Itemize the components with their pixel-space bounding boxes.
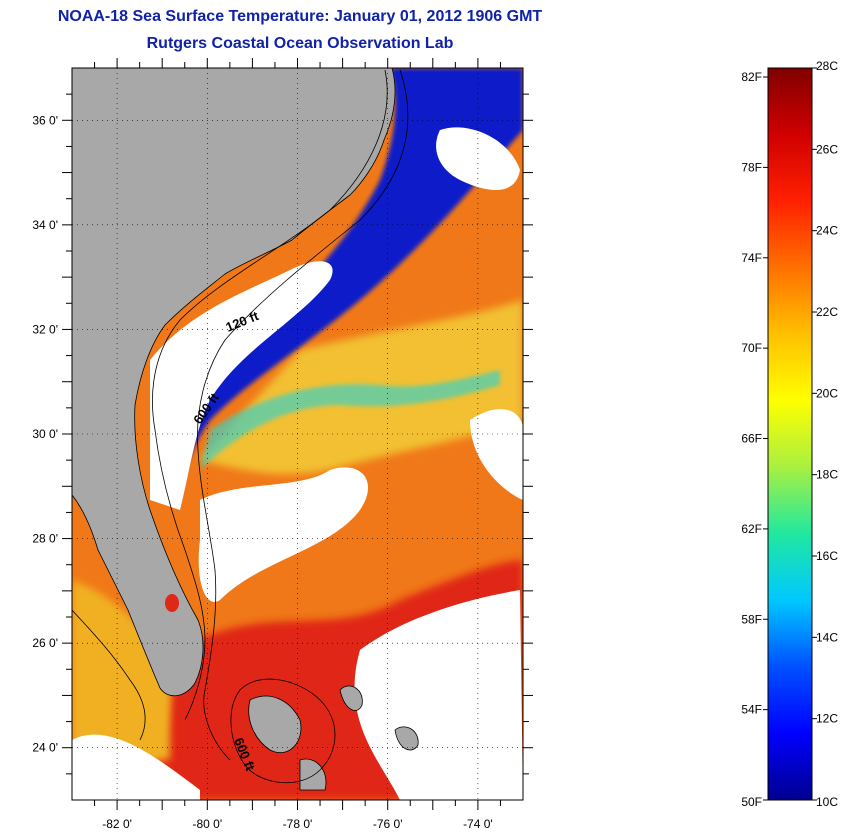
lat-tick-label: 24 0' xyxy=(32,741,58,755)
island xyxy=(299,758,327,791)
colorbar-celsius-label: 26C xyxy=(816,142,838,156)
colorbar-fahrenheit-label: 78F xyxy=(741,160,762,174)
lon-tick-label: -78 0' xyxy=(283,817,313,831)
colorbar-celsius-label: 16C xyxy=(816,549,838,563)
depth-contour-gulf xyxy=(72,609,146,741)
lon-tick-label: -76 0' xyxy=(373,817,403,831)
cloud-cover xyxy=(72,734,200,800)
depth-contour-120ft xyxy=(152,69,388,721)
lat-tick-label: 26 0' xyxy=(32,636,58,650)
colorbar-fahrenheit-label: 50F xyxy=(741,795,762,809)
longitude-labels: -82 0' -80 0' -78 0' -76 0' -74 0' xyxy=(102,817,492,831)
lat-tick-label: 36 0' xyxy=(32,113,58,127)
map-title: NOAA-18 Sea Surface Temperature: January… xyxy=(57,8,543,25)
colorbar-celsius-label: 20C xyxy=(816,386,838,400)
axis-ticks xyxy=(62,58,533,810)
lon-tick-label: -74 0' xyxy=(463,817,493,831)
colorbar-celsius-label: 14C xyxy=(816,630,838,644)
colorbar xyxy=(767,67,813,801)
cloud-cover xyxy=(470,409,523,500)
island xyxy=(394,726,419,751)
colorbar-celsius-labels: 28C 26C 24C 22C 20C 18C 16C 14C 12C 10C xyxy=(812,59,838,809)
colorbar-fahrenheit-label: 66F xyxy=(741,432,762,446)
cloud-cover xyxy=(198,467,369,602)
island xyxy=(339,685,363,711)
colorbar-fahrenheit-label: 82F xyxy=(741,70,762,84)
colorbar-celsius-label: 24C xyxy=(816,224,838,238)
colorbar-celsius-label: 18C xyxy=(816,468,838,482)
thermal-front xyxy=(200,370,500,470)
lon-tick-label: -82 0' xyxy=(102,817,132,831)
depth-contour-600ft xyxy=(197,69,409,761)
latitude-labels: 24 0' 26 0' 28 0' 30 0' 32 0' 34 0' 36 0' xyxy=(32,113,58,754)
lat-tick-label: 34 0' xyxy=(32,218,58,232)
lat-tick-label: 32 0' xyxy=(32,322,58,336)
colorbar-celsius-label: 28C xyxy=(816,59,838,73)
colorbar-fahrenheit-label: 70F xyxy=(741,341,762,355)
lat-tick-label: 28 0' xyxy=(32,532,58,546)
colorbar-fahrenheit-label: 54F xyxy=(741,703,762,717)
graticule xyxy=(72,68,523,800)
colorbar-fahrenheit-label: 58F xyxy=(741,612,762,626)
colorbar-celsius-label: 12C xyxy=(816,712,838,726)
lon-tick-label: -80 0' xyxy=(192,817,222,831)
lat-tick-label: 30 0' xyxy=(32,427,58,441)
cloud-cover xyxy=(150,261,333,510)
lake-okeechobee xyxy=(165,594,179,612)
colorbar-celsius-label: 10C xyxy=(816,795,838,809)
colorbar-celsius-label: 22C xyxy=(816,305,838,319)
sst-map: 120 ft 600 ft 600 ft xyxy=(72,68,523,800)
gulf-water xyxy=(72,580,170,760)
island xyxy=(248,695,302,753)
cloud-cover xyxy=(354,590,523,800)
map-subtitle: Rutgers Coastal Ocean Observation Lab xyxy=(146,35,454,52)
colorbar-fahrenheit-label: 74F xyxy=(741,251,762,265)
colorbar-fahrenheit-label: 62F xyxy=(741,522,762,536)
ocean-cold-water xyxy=(160,68,523,500)
depth-contour-bahamas xyxy=(230,678,336,784)
colorbar-fahrenheit-labels: 82F 78F 74F 70F 66F 62F 58F 54F 50F xyxy=(741,70,768,809)
